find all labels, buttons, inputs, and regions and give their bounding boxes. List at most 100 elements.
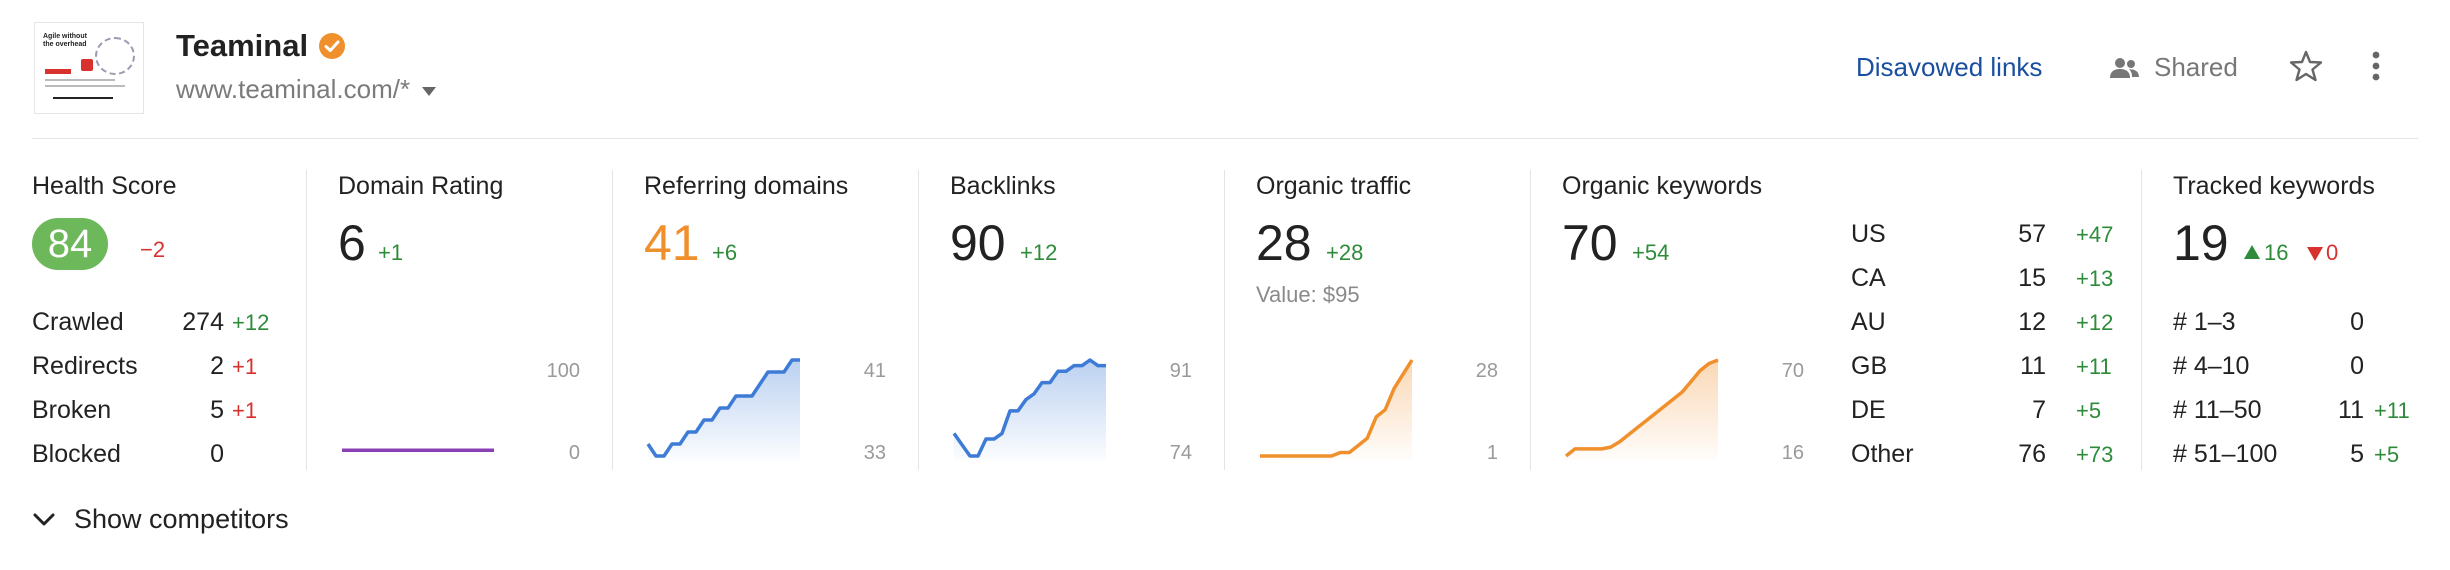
redirects-label: Redirects: [32, 352, 138, 380]
people-icon: [2110, 57, 2139, 78]
health-score-delta: −2: [140, 237, 166, 262]
triangle-down-icon: [2307, 247, 2323, 261]
position-range-delta: +5: [2374, 442, 2400, 467]
site-url-text: www.teaminal.com/*: [176, 74, 411, 104]
backlinks-value[interactable]: 90: [950, 215, 1006, 271]
site-thumbnail: Agile without the overhead: [34, 22, 144, 114]
organic-keywords-axis-top: 70: [1781, 360, 1804, 382]
crawled-delta: +12: [232, 310, 270, 335]
tracked-keywords-value[interactable]: 19: [2173, 215, 2229, 271]
show-competitors-label: Show competitors: [74, 504, 289, 534]
referring-domains-label[interactable]: Referring domains: [644, 172, 849, 200]
country-value[interactable]: 15: [2018, 264, 2046, 292]
tracked-keywords-down: 0: [2326, 240, 2339, 265]
disavowed-links-link[interactable]: Disavowed links: [1856, 52, 2043, 82]
star-icon[interactable]: [2290, 50, 2322, 82]
country-label: GB: [1851, 352, 1888, 380]
show-competitors-toggle[interactable]: Show competitors: [32, 504, 289, 535]
verified-badge-icon: [319, 33, 346, 59]
domain-rating-axis-top: 100: [546, 360, 580, 382]
backlinks-axis-bottom: 74: [1169, 442, 1192, 464]
chart-series-line: [646, 358, 800, 458]
country-delta: +12: [2076, 310, 2114, 335]
column-divider: [2141, 170, 2142, 470]
backlinks-label[interactable]: Backlinks: [950, 172, 1056, 200]
organic-keywords-chart: [1564, 358, 1719, 460]
domain-rating-label[interactable]: Domain Rating: [338, 172, 504, 200]
country-value[interactable]: 76: [2018, 440, 2046, 468]
site-url-dropdown[interactable]: www.teaminal.com/*: [176, 74, 437, 105]
position-range-value[interactable]: 0: [2350, 308, 2364, 336]
column-divider: [612, 170, 613, 470]
country-value[interactable]: 11: [2020, 352, 2046, 380]
broken-value[interactable]: 5: [210, 396, 224, 424]
more-options-icon[interactable]: [2370, 50, 2382, 82]
column-divider: [918, 170, 919, 470]
referring-domains-value[interactable]: 41: [644, 215, 700, 271]
organic-traffic-label[interactable]: Organic traffic: [1256, 172, 1412, 200]
country-label: US: [1851, 220, 1886, 248]
organic-keywords-value[interactable]: 70: [1562, 215, 1618, 271]
domain-rating-chart: [342, 448, 494, 452]
redirects-value[interactable]: 2: [210, 352, 224, 380]
caret-down-icon: [422, 87, 437, 96]
country-label: DE: [1851, 396, 1886, 424]
triangle-up-icon: [2244, 245, 2260, 259]
referring-domains-axis-top: 41: [863, 360, 886, 382]
position-range-label: # 1–3: [2173, 308, 2236, 336]
organic-traffic-value-sub: Value: $95: [1256, 282, 1360, 307]
blocked-label: Blocked: [32, 440, 121, 468]
backlinks-delta: +12: [1020, 240, 1058, 265]
country-label: AU: [1851, 308, 1886, 336]
position-range-label: # 11–50: [2173, 396, 2262, 424]
country-value[interactable]: 12: [2018, 308, 2046, 336]
organic-traffic-axis-bottom: 1: [1486, 442, 1498, 464]
referring-domains-delta: +6: [712, 240, 738, 265]
position-range-value[interactable]: 5: [2350, 440, 2364, 468]
organic-keywords-label[interactable]: Organic keywords: [1562, 172, 1763, 200]
organic-traffic-value[interactable]: 28: [1256, 215, 1312, 271]
chart-area: [1566, 360, 1718, 460]
tracked-keywords-label[interactable]: Tracked keywords: [2173, 172, 2375, 200]
position-range-value[interactable]: 0: [2350, 352, 2364, 380]
country-value[interactable]: 57: [2018, 220, 2046, 248]
blocked-value[interactable]: 0: [210, 440, 224, 468]
chart-area: [954, 360, 1106, 460]
chart-series-line: [952, 358, 1106, 458]
health-score-badge: 84: [32, 218, 108, 270]
column-divider: [1224, 170, 1225, 470]
health-score-label[interactable]: Health Score: [32, 172, 177, 200]
country-delta: +5: [2076, 398, 2102, 423]
country-delta: +73: [2076, 442, 2114, 467]
country-delta: +11: [2076, 354, 2112, 379]
country-label: Other: [1851, 440, 1914, 468]
organic-keywords-axis-bottom: 16: [1781, 442, 1804, 464]
shared-button[interactable]: Shared: [2110, 52, 2238, 83]
position-range-label: # 4–10: [2173, 352, 2250, 380]
position-range-label: # 51–100: [2173, 440, 2278, 468]
organic-keywords-delta: +54: [1632, 240, 1670, 265]
broken-delta: +1: [232, 398, 258, 423]
redirects-delta: +1: [232, 354, 258, 379]
referring-domains-chart: [646, 358, 800, 460]
crawled-label: Crawled: [32, 308, 124, 336]
country-value[interactable]: 7: [2032, 396, 2046, 424]
domain-rating-axis-bottom: 0: [568, 442, 580, 464]
country-delta: +47: [2076, 222, 2114, 247]
backlinks-axis-top: 91: [1169, 360, 1192, 382]
chart-series-line: [1260, 359, 1414, 458]
position-range-value[interactable]: 11: [2338, 396, 2364, 424]
chart-series-line: [1564, 358, 1719, 458]
site-name-text: Teaminal: [176, 28, 309, 63]
broken-label: Broken: [32, 396, 112, 424]
column-divider: [1530, 170, 1531, 470]
tracked-keywords-up: 16: [2264, 240, 2289, 265]
crawled-value[interactable]: 274: [182, 308, 224, 336]
backlinks-chart: [952, 358, 1106, 460]
shared-label: Shared: [2154, 52, 2238, 82]
column-divider: [306, 170, 307, 470]
header-divider: [32, 138, 2418, 139]
site-name: Teaminal: [176, 28, 346, 64]
organic-traffic-delta: +28: [1326, 240, 1364, 265]
country-delta: +13: [2076, 266, 2114, 291]
